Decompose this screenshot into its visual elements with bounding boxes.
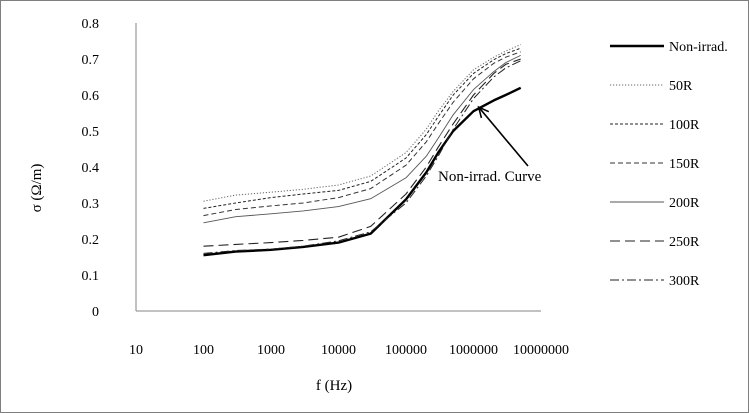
x-tick-label: 100000 bbox=[385, 343, 427, 358]
legend-label: Non-irrad. bbox=[669, 40, 728, 55]
y-tick-label: 0.7 bbox=[82, 53, 100, 68]
legend-label: 50R bbox=[669, 79, 693, 94]
x-tick-label: 10000 bbox=[321, 343, 356, 358]
x-tick-label: 10000000 bbox=[513, 343, 569, 358]
plot-area bbox=[135, 23, 541, 312]
y-axis-ticks: 0 0.1 0.2 0.3 0.4 0.5 0.6 0.7 0.8 bbox=[82, 17, 100, 320]
y-tick-label: 0.4 bbox=[82, 161, 100, 176]
legend: Non-irrad. 50R 100R 150R 200R 250R 300R bbox=[610, 40, 728, 289]
y-tick-label: 0.3 bbox=[82, 197, 100, 212]
x-tick-label: 1000000 bbox=[449, 343, 498, 358]
series-line-150r bbox=[203, 51, 521, 217]
y-axis-title: σ (Ω/m) bbox=[29, 164, 45, 213]
legend-label: 200R bbox=[669, 196, 700, 211]
series-line-non-irrad bbox=[203, 86, 522, 257]
y-tick-label: 0.1 bbox=[82, 269, 100, 284]
y-tick-label: 0 bbox=[92, 305, 99, 320]
annotation-arrow-head bbox=[477, 105, 490, 119]
legend-label: 100R bbox=[669, 118, 700, 133]
series-line-200r bbox=[203, 54, 521, 224]
legend-label: 250R bbox=[669, 235, 700, 250]
x-tick-label: 100 bbox=[193, 343, 214, 358]
annotation: Non-irrad. Curve bbox=[438, 105, 542, 185]
legend-label: 150R bbox=[669, 157, 700, 172]
annotation-label: Non-irrad. Curve bbox=[438, 169, 542, 185]
x-tick-label: 1000 bbox=[257, 343, 285, 358]
series-line-300r bbox=[203, 60, 521, 254]
x-axis-title: f (Hz) bbox=[316, 378, 352, 394]
y-tick-label: 0.5 bbox=[82, 125, 100, 140]
series-lines bbox=[203, 44, 522, 257]
y-tick-label: 0.8 bbox=[82, 17, 100, 32]
y-tick-label: 0.6 bbox=[82, 89, 100, 104]
y-tick-label: 0.2 bbox=[82, 233, 100, 248]
legend-label: 300R bbox=[669, 274, 700, 289]
x-axis-ticks: 10 100 1000 10000 100000 1000000 10000000 bbox=[129, 343, 569, 358]
series-line-250r bbox=[203, 58, 521, 247]
series-line-100r bbox=[203, 47, 521, 209]
annotation-arrow-line bbox=[478, 106, 529, 167]
x-tick-label: 10 bbox=[129, 343, 143, 358]
